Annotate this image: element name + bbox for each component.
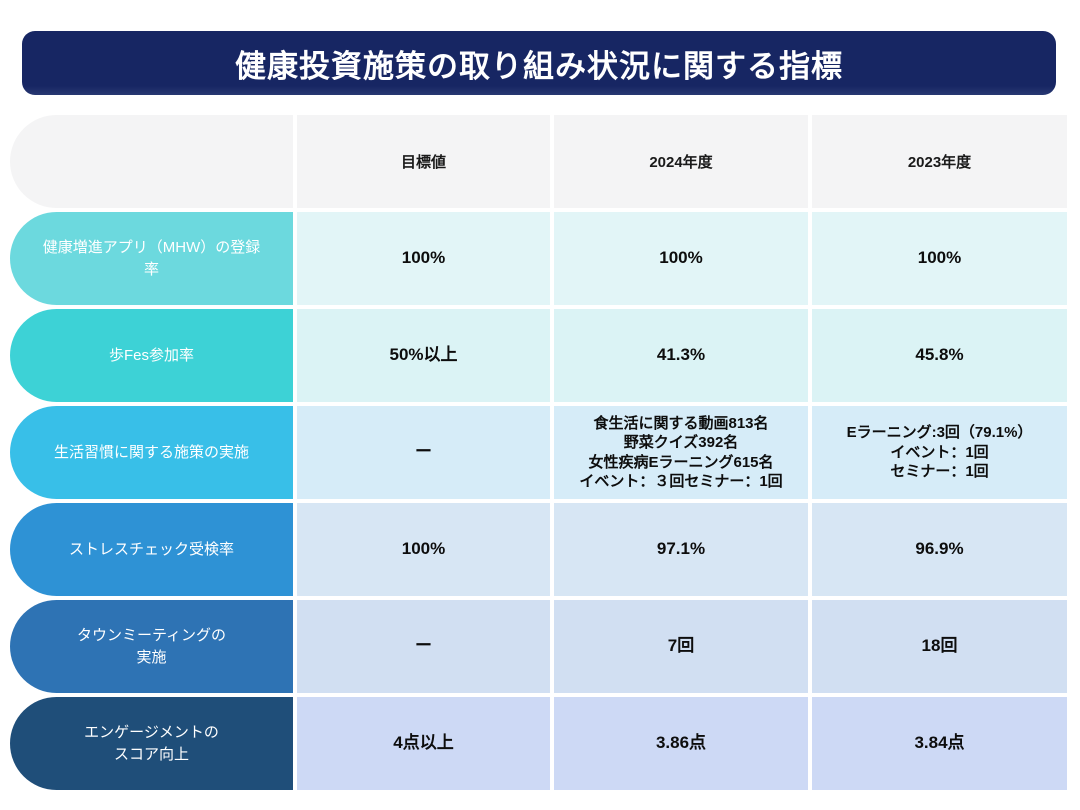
fy2023-value-cell: 45.8% bbox=[812, 309, 1067, 402]
column-header-target: 目標値 bbox=[297, 115, 550, 208]
row-label: ストレスチェック受検率 bbox=[10, 503, 293, 596]
fy2023-value-cell: 18回 bbox=[812, 600, 1067, 693]
row-label: エンゲージメントの スコア向上 bbox=[10, 697, 293, 790]
fy2024-value-cell: 97.1% bbox=[554, 503, 808, 596]
page-title-text: 健康投資施策の取り組み状況に関する指標 bbox=[235, 48, 843, 84]
target-value-cell: 50%以上 bbox=[297, 309, 550, 402]
target-value-cell: ー bbox=[297, 600, 550, 693]
column-header-metric bbox=[10, 115, 293, 208]
row-label: 歩Fes参加率 bbox=[10, 309, 293, 402]
fy2023-value-cell: Eラーニング:3回（79.1%） イベント：1回 セミナー：1回 bbox=[812, 406, 1067, 499]
fy2024-value-cell: 食生活に関する動画813名 野菜クイズ392名 女性疾病Eラーニング615名 イ… bbox=[554, 406, 808, 499]
column-header-fy2024: 2024年度 bbox=[554, 115, 808, 208]
row-label: タウンミーティングの 実施 bbox=[10, 600, 293, 693]
fy2023-value-cell: 3.84点 bbox=[812, 697, 1067, 790]
fy2024-value-cell: 3.86点 bbox=[554, 697, 808, 790]
fy2024-value-cell: 41.3% bbox=[554, 309, 808, 402]
row-label: 生活習慣に関する施策の実施 bbox=[10, 406, 293, 499]
fy2024-value-cell: 7回 bbox=[554, 600, 808, 693]
metrics-table: 目標値 2024年度 2023年度 健康増進アプリ（MHW）の登録率 100% … bbox=[10, 115, 1067, 790]
target-value-cell: 100% bbox=[297, 503, 550, 596]
page-title: 健康投資施策の取り組み状況に関する指標 bbox=[22, 31, 1056, 95]
fy2023-value-cell: 100% bbox=[812, 212, 1067, 305]
target-value-cell: 4点以上 bbox=[297, 697, 550, 790]
target-value-cell: 100% bbox=[297, 212, 550, 305]
target-value-cell: ー bbox=[297, 406, 550, 499]
fy2024-value-cell: 100% bbox=[554, 212, 808, 305]
row-label: 健康増進アプリ（MHW）の登録率 bbox=[10, 212, 293, 305]
fy2023-value-cell: 96.9% bbox=[812, 503, 1067, 596]
column-header-fy2023: 2023年度 bbox=[812, 115, 1067, 208]
